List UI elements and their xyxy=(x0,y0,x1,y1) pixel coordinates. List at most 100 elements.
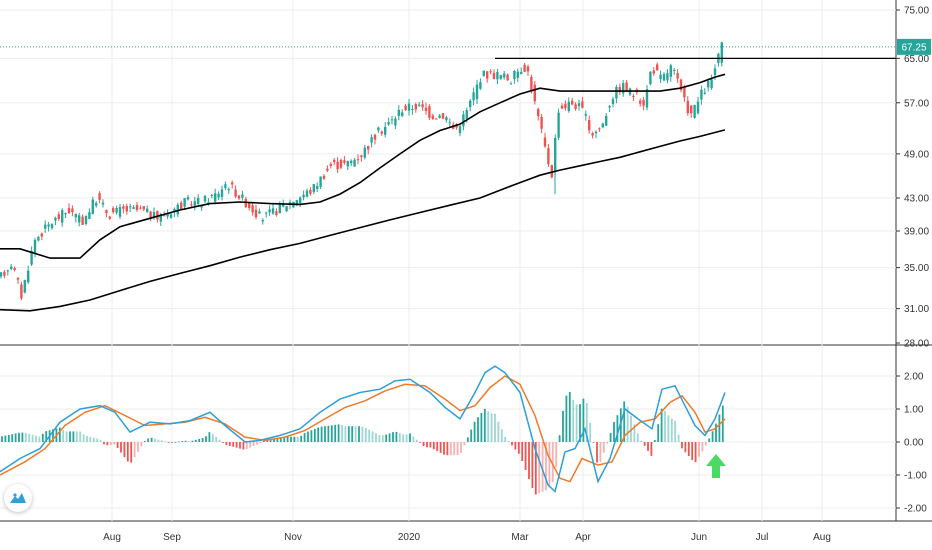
macd-histogram-bar xyxy=(154,438,156,442)
macd-histogram-bar xyxy=(640,440,643,442)
candle xyxy=(421,100,424,111)
time-tick-label: Sep xyxy=(163,532,181,543)
candle-body xyxy=(482,70,485,76)
price-pane[interactable] xyxy=(0,41,896,312)
candle xyxy=(632,93,635,101)
candle-body xyxy=(3,271,6,276)
macd-histogram-bar xyxy=(62,430,65,442)
candle-body xyxy=(271,208,275,214)
macd-histogram-bar xyxy=(242,442,245,450)
candle xyxy=(384,122,387,138)
candle xyxy=(367,145,370,155)
macd-histogram-bar xyxy=(86,435,88,442)
candle xyxy=(693,104,696,119)
candle-body xyxy=(622,83,625,94)
candle-body xyxy=(71,208,74,213)
candle xyxy=(271,203,275,215)
macd-histogram-bar xyxy=(249,442,252,448)
time-tick-label: 2020 xyxy=(398,532,421,543)
macd-histogram-bar xyxy=(551,442,554,482)
macd-histogram-bar xyxy=(521,442,524,462)
candle xyxy=(656,62,659,71)
candle xyxy=(397,105,400,121)
macd-histogram-bar xyxy=(698,442,700,457)
candle-body xyxy=(6,270,9,272)
candle xyxy=(574,102,577,111)
macd-histogram-bar xyxy=(477,417,479,442)
macd-histogram-bar xyxy=(687,442,690,457)
candle-body xyxy=(639,100,642,104)
macd-histogram-bar xyxy=(541,442,544,492)
candle xyxy=(139,205,142,210)
candle xyxy=(496,68,499,85)
candle xyxy=(571,97,574,106)
candle-body xyxy=(0,272,3,277)
candle-body xyxy=(200,205,203,208)
macd-histogram-bar xyxy=(143,440,146,442)
macd-histogram-bar xyxy=(545,442,547,491)
candle xyxy=(302,190,305,201)
candle-body xyxy=(401,112,404,116)
macd-histogram-bar xyxy=(364,427,367,442)
candle xyxy=(88,208,91,220)
candle xyxy=(112,206,115,214)
macd-histogram-bar xyxy=(1,436,3,442)
candle xyxy=(700,85,703,105)
macd-pane[interactable] xyxy=(0,365,726,495)
macd-histogram-bar xyxy=(582,398,585,442)
candle xyxy=(676,68,679,83)
macd-histogram-bar xyxy=(320,426,323,442)
candle xyxy=(696,96,700,115)
candle xyxy=(319,176,322,189)
candle-body xyxy=(190,204,193,206)
candle-body xyxy=(377,127,380,131)
candle xyxy=(615,84,618,104)
candle xyxy=(132,205,135,210)
macd-histogram-bar xyxy=(14,433,17,442)
candle-body xyxy=(560,105,564,109)
candle xyxy=(435,117,438,120)
candle-body xyxy=(700,89,703,100)
candle-body xyxy=(703,92,706,94)
candle-body xyxy=(350,160,353,164)
macd-histogram-bar xyxy=(388,433,391,442)
macd-histogram-bar xyxy=(181,441,184,442)
candle-body xyxy=(37,236,40,241)
macd-histogram-bar xyxy=(351,426,354,442)
macd-tick-label: -2.00 xyxy=(904,504,927,515)
candle xyxy=(78,212,81,227)
candle xyxy=(591,131,594,139)
candle-body xyxy=(84,215,88,224)
candle xyxy=(601,122,604,129)
candle-body xyxy=(339,159,343,168)
macd-histogram-bar xyxy=(657,424,660,442)
macd-histogram-bar xyxy=(92,437,95,442)
candle-body xyxy=(101,202,105,205)
macd-histogram-bar xyxy=(252,442,255,447)
candle xyxy=(142,206,145,212)
candle xyxy=(251,202,254,216)
macd-histogram-bar xyxy=(711,431,714,442)
candle-body xyxy=(394,118,397,126)
tradingview-logo[interactable] xyxy=(4,484,32,512)
macd-histogram-bar xyxy=(480,412,483,442)
candle xyxy=(258,208,261,214)
macd-histogram-bar xyxy=(613,422,615,442)
macd-histogram-bar xyxy=(385,434,388,442)
macd-histogram-bar xyxy=(721,405,724,442)
candle-body xyxy=(278,204,281,214)
candle-body xyxy=(475,84,479,100)
candle-body xyxy=(88,212,91,219)
macd-histogram-bar xyxy=(279,437,282,442)
candle xyxy=(220,185,224,201)
candle-body xyxy=(74,213,77,218)
candle xyxy=(441,113,445,120)
candle-body xyxy=(156,211,159,220)
macd-histogram-bar xyxy=(313,428,316,442)
last-price-label: 67.25 xyxy=(901,42,926,53)
candle-body xyxy=(115,208,118,213)
candle xyxy=(710,74,713,91)
candle-body xyxy=(618,87,621,92)
macd-histogram-bar xyxy=(21,432,24,442)
